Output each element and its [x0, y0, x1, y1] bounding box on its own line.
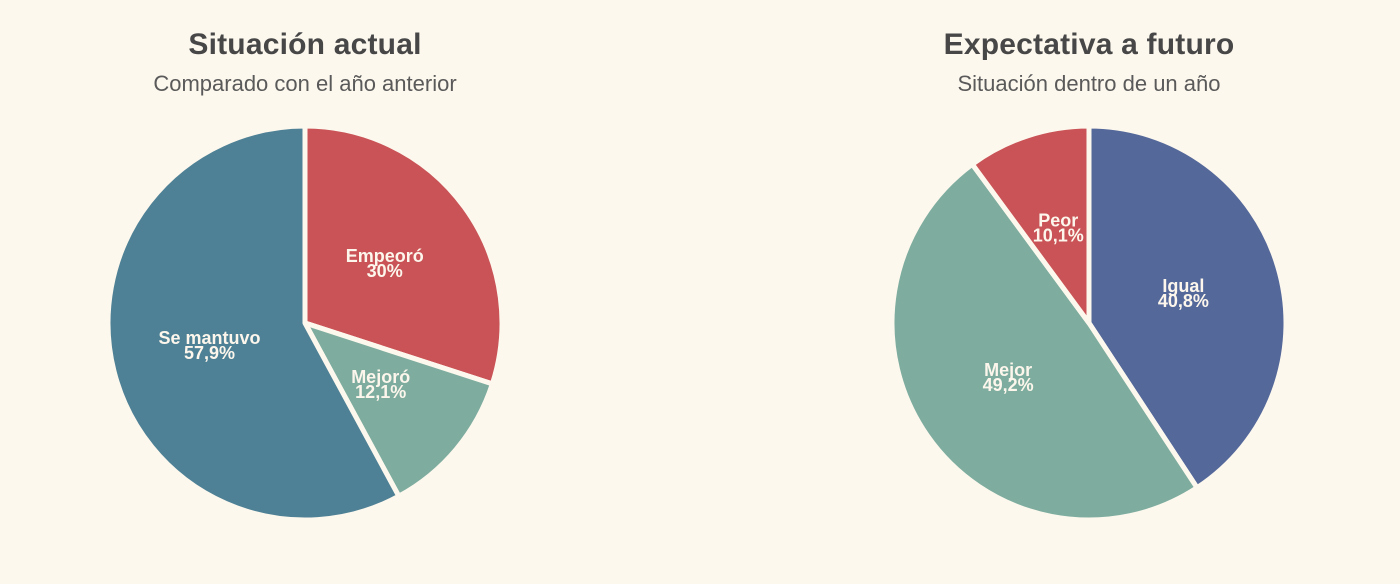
- chart-expectativa-futuro: Expectativa a futuro Situación dentro de…: [889, 28, 1289, 523]
- pie-slice-mejoró: [302, 320, 495, 499]
- pie-slice-se-mantuvo: [105, 123, 402, 523]
- chart-subtitle-expectativa-futuro: Situación dentro de un año: [957, 71, 1221, 96]
- pie-slice-peor: [969, 123, 1092, 326]
- pie-slice-label-mejoró: Mejoró 12,1%: [351, 367, 410, 402]
- pie-slice-empeoró: [302, 123, 505, 387]
- chart-situacion-actual: Situación actual Comparado con el año an…: [105, 28, 505, 523]
- pie-chart-situacion-actual: Empeoró 30% Mejoró 12,1% Se mantuvo 57,9%: [105, 123, 505, 523]
- pie-slice-label-mejor: Mejor 49,2%: [983, 360, 1034, 395]
- pie-slice-mejor: [889, 161, 1200, 523]
- pie-chart-expectativa-futuro: Igual 40,8% Mejor 49,2% Peor 10,1%: [889, 123, 1289, 523]
- pie-slice-label-se-mantuvo: Se mantuvo 57,9%: [158, 328, 260, 363]
- chart-subtitle-situacion-actual: Comparado con el año anterior: [153, 71, 457, 96]
- chart-title-expectativa-futuro: Expectativa a futuro: [943, 28, 1235, 61]
- pie-slice-label-empeoró: Empeoró 30%: [346, 246, 424, 281]
- pie-slice-label-peor: Peor 10,1%: [1033, 210, 1084, 245]
- pie-slice-label-igual: Igual 40,8%: [1158, 276, 1209, 311]
- chart-title-situacion-actual: Situación actual: [188, 28, 422, 61]
